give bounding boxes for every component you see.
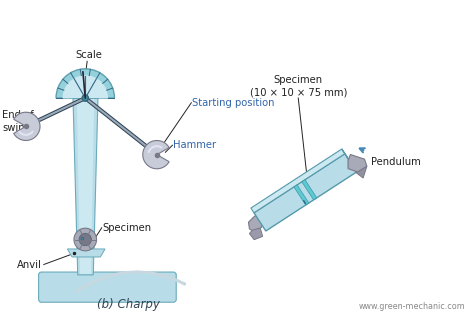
Polygon shape (14, 112, 40, 140)
Text: End of
swing: End of swing (2, 111, 34, 133)
Text: Anvil: Anvil (17, 259, 41, 269)
Circle shape (74, 228, 97, 251)
Polygon shape (254, 154, 356, 231)
Polygon shape (342, 149, 356, 172)
Text: Specimen: Specimen (103, 223, 152, 233)
Circle shape (82, 95, 88, 101)
Text: Hammer: Hammer (173, 140, 217, 150)
Wedge shape (63, 75, 108, 98)
Text: (b) Charpy: (b) Charpy (97, 298, 160, 311)
Text: Pendulum: Pendulum (371, 157, 420, 166)
Polygon shape (67, 249, 105, 257)
Text: www.green-mechanic.com: www.green-mechanic.com (359, 302, 465, 311)
FancyArrowPatch shape (77, 272, 184, 291)
Polygon shape (73, 98, 98, 275)
Text: Scale: Scale (75, 50, 102, 60)
Circle shape (81, 237, 84, 240)
Polygon shape (355, 166, 367, 178)
Polygon shape (348, 154, 367, 172)
Circle shape (79, 233, 91, 246)
Polygon shape (143, 140, 169, 169)
FancyBboxPatch shape (38, 272, 176, 302)
Text: Specimen
(10 × 10 × 75 mm): Specimen (10 × 10 × 75 mm) (250, 75, 347, 97)
Polygon shape (302, 180, 317, 200)
Polygon shape (249, 228, 263, 240)
Wedge shape (56, 69, 115, 98)
Polygon shape (248, 211, 263, 233)
Polygon shape (294, 185, 309, 205)
Polygon shape (77, 99, 94, 274)
Polygon shape (251, 149, 345, 213)
Text: Starting position: Starting position (192, 98, 275, 108)
